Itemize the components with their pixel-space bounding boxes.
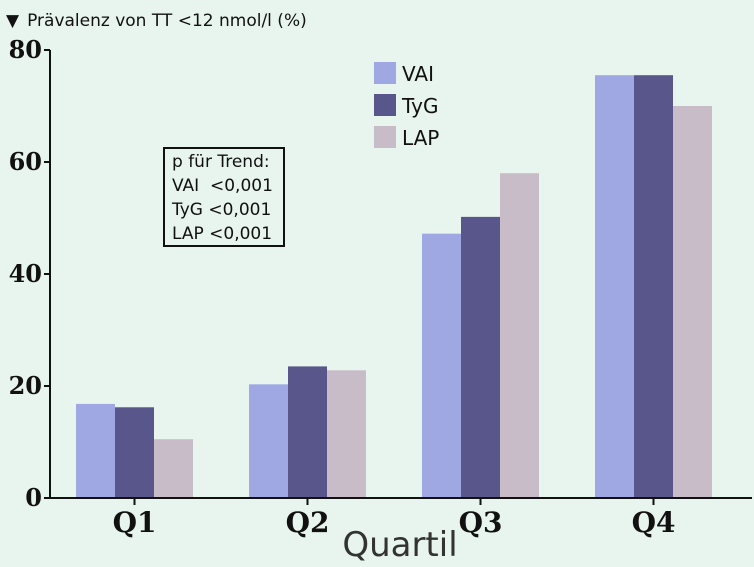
legend-label-lap: LAP (402, 126, 439, 150)
x-axis-label: Quartil (342, 525, 457, 565)
legend-swatch-vai (374, 62, 396, 84)
bar-lap-q1 (154, 439, 193, 498)
bar-vai-q4 (595, 75, 634, 498)
y-axis-marker: ▼ (6, 11, 20, 31)
y-tick-label: 20 (9, 371, 42, 400)
annotation-line: LAP <0,001 (172, 224, 272, 244)
bar-tyg-q4 (634, 75, 673, 498)
annotation-line: VAI <0,001 (172, 176, 273, 196)
bar-vai-q1 (76, 403, 115, 498)
bar-lap-q3 (500, 173, 539, 498)
annotation-title: p für Trend: (172, 152, 270, 172)
legend-label-vai: VAI (402, 62, 434, 86)
x-tick-label-q4: Q4 (632, 506, 676, 539)
bar-lap-q2 (327, 370, 366, 498)
bars-group (76, 75, 712, 498)
y-tick-label: 80 (9, 35, 42, 64)
bar-vai-q3 (422, 233, 461, 498)
legend-label-tyg: TyG (401, 94, 438, 118)
x-tick-label-q3: Q3 (459, 506, 503, 539)
y-tick-label: 0 (25, 483, 42, 512)
y-tick-label: 40 (9, 259, 42, 288)
trend-annotation-box: p für Trend: VAI <0,001 TyG <0,001 LAP <0,0… (163, 147, 285, 247)
bar-tyg-q3 (461, 216, 500, 498)
bar-tyg-q1 (115, 407, 154, 498)
y-axis-label: ▼ Prävalenz von TT <12 nmol/l (%) (6, 11, 307, 31)
annotation-line: TyG <0,001 (171, 200, 271, 220)
legend: VAI TyG LAP (374, 62, 439, 150)
annotation-frame (163, 147, 285, 247)
bar-tyg-q2 (288, 366, 327, 498)
y-tick-label: 60 (9, 147, 42, 176)
bar-vai-q2 (249, 384, 288, 498)
legend-swatch-tyg (374, 94, 396, 116)
x-tick-label-q1: Q1 (113, 506, 157, 539)
axes-group: 0 20 40 60 80 Q1 Q2 Q3 Q4 (9, 35, 752, 539)
y-axis-label-text: Prävalenz von TT <12 nmol/l (%) (27, 11, 307, 31)
x-tick-label-q2: Q2 (286, 506, 330, 539)
legend-swatch-lap (374, 126, 396, 148)
bar-lap-q4 (673, 106, 712, 498)
